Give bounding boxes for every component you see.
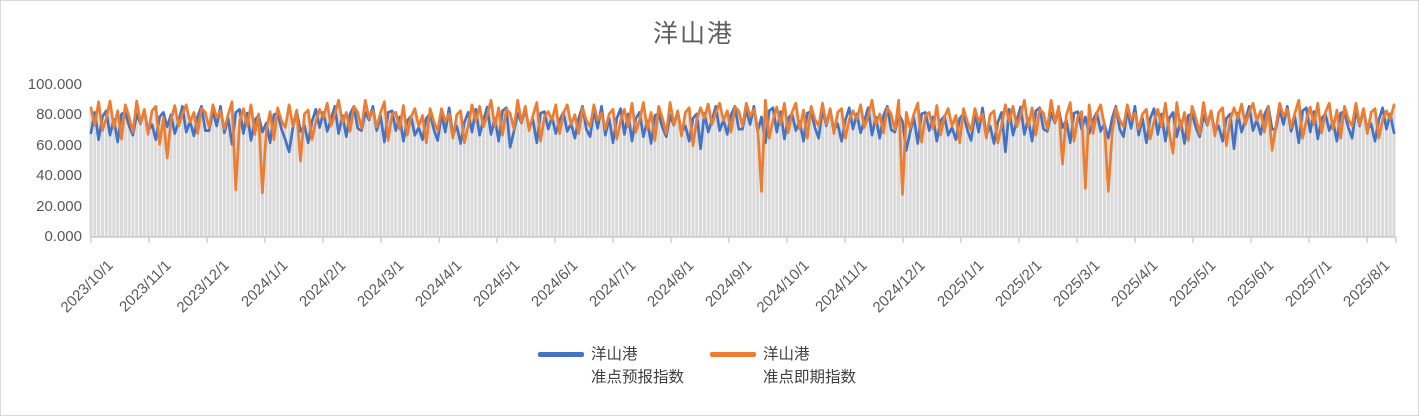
y-axis-tick-label: 40.000: [36, 167, 82, 184]
legend-item-spot[interactable]: 洋山港 准点即期指数: [710, 343, 856, 389]
legend-label: 洋山港 准点预报指数: [590, 346, 684, 386]
legend: 洋山港 准点预报指数 洋山港 准点即期指数: [1, 343, 1393, 389]
y-axis-tick-label: 20.000: [36, 198, 82, 215]
legend-line-icon: [537, 352, 584, 357]
y-axis-tick-label: 0.000: [44, 228, 82, 245]
y-axis-tick-label: 100.000: [27, 76, 82, 93]
legend-item-forecast[interactable]: 洋山港 准点预报指数: [537, 343, 684, 389]
legend-line-icon: [710, 352, 756, 357]
y-axis-tick-label: 60.000: [36, 137, 82, 154]
y-axis-tick-label: 80.000: [36, 106, 82, 123]
chart-title[interactable]: 洋山港: [652, 20, 734, 48]
legend-label: 洋山港 准点即期指数: [763, 346, 857, 386]
